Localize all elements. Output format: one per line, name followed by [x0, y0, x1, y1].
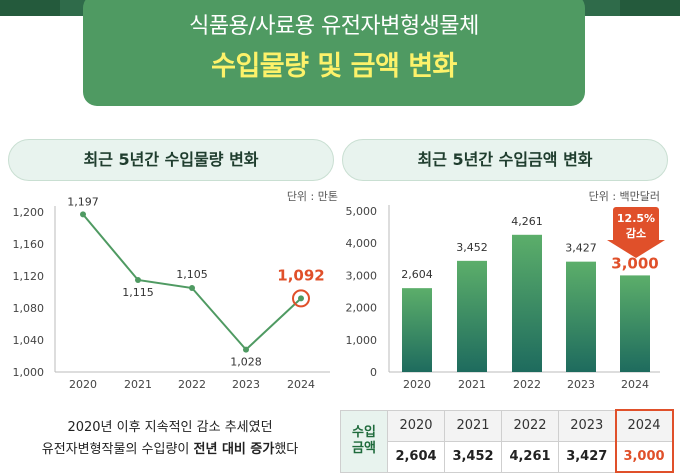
bar-x-tick-label: 2022: [513, 378, 541, 391]
line-y-tick-label: 1,120: [13, 270, 45, 283]
bar-data-label: 3,427: [565, 242, 597, 255]
line-series: [82, 213, 302, 352]
table-row-header: 수입 금액: [340, 409, 388, 473]
table-value-cell: 4,261: [501, 440, 559, 473]
line-chart: 1,000 1,040 1,080 1,120 1,160 1,200 2020 2021 20…: [13, 195, 330, 391]
bar-x-tick-label: 2024: [621, 378, 649, 391]
table-value-row: 2,604 3,452 4,261 3,427 3,000: [341, 440, 674, 473]
table-year-cell: 2021: [444, 409, 502, 442]
bar-x-tick-label: 2021: [458, 378, 486, 391]
bar-x-tick-label: 2023: [567, 378, 595, 391]
line-data-label: 1,197: [67, 195, 99, 208]
left-unit-label: 단위 : 만톤: [286, 190, 338, 203]
table-value-cell: 3,452: [444, 440, 502, 473]
table-year-cell: 2020: [387, 409, 445, 442]
right-unit-label: 단위 : 백만달러: [588, 190, 660, 203]
caption-line2-suffix: 했다: [274, 442, 299, 457]
bar-chart: 0 1,000 2,000 3,000 4,000 5,000 2,604 2020 3,452…: [346, 205, 660, 391]
bar-x-tick-label: 2020: [403, 378, 431, 391]
right-panel-title: 최근 5년간 수입금액 변화: [342, 139, 668, 181]
line-x-tick-label: 2020: [69, 378, 97, 391]
bar-y-tick-label: 2,000: [346, 302, 378, 315]
header-title-line2: 수입물량 및 금액 변화: [211, 51, 457, 82]
bar-data-label: 4,261: [511, 215, 543, 228]
top-band-shade-right: [620, 0, 680, 16]
line-x-tick-label: 2024: [287, 378, 315, 391]
table-value-cell: 3,427: [558, 440, 616, 473]
caption-line2: 유전자변형작물의 수입량이 전년 대비 증가했다: [0, 438, 340, 457]
table-value-cell: 2,604: [387, 440, 445, 473]
bar-data-label: 2,604: [401, 268, 433, 281]
line-point: [135, 277, 141, 283]
table-header-row: 수입 금액 2020 2021 2022 2023 2024: [340, 409, 674, 473]
line-y-tick-label: 1,040: [13, 334, 45, 347]
table-year-cell: 2023: [558, 409, 616, 442]
line-y-tick-label: 1,000: [13, 366, 45, 379]
decrease-callout: 12.5% 감소: [607, 207, 665, 258]
header-banner: 식품용/사료용 유전자변형생물체 수입물량 및 금액 변화: [83, 0, 585, 106]
line-point: [189, 285, 195, 291]
line-x-tick-label: 2022: [178, 378, 206, 391]
top-band-shade-left: [0, 0, 60, 16]
bar: [620, 275, 650, 372]
bar-y-tick-label: 1,000: [346, 334, 378, 347]
line-highlight-ring: [292, 289, 310, 308]
table-row-header-text: 수입 금액: [352, 425, 376, 456]
line-data-label: 1,115: [122, 286, 154, 299]
bar-data-label: 3,000: [611, 254, 658, 272]
bar: [512, 234, 542, 372]
bar-y-tick-label: 0: [370, 366, 377, 379]
line-y-tick-label: 1,080: [13, 302, 45, 315]
line-y-tick-label: 1,200: [13, 206, 45, 219]
line-data-label: 1,092: [277, 266, 324, 284]
bar-y-tick-label: 4,000: [346, 237, 378, 250]
callout-text-line2: 감소: [626, 226, 646, 240]
bar: [402, 288, 432, 372]
bar-data-label: 3,452: [456, 241, 488, 254]
caption-line2-prefix: 유전자변형작물의 수입량이: [41, 442, 194, 457]
line-point: [298, 295, 304, 302]
caption-line2-bold: 전년 대비 증가: [193, 442, 275, 457]
import-amount-table: 수입 금액 2020 2021 2022 2023 2024 2,604 3,45…: [340, 409, 674, 473]
callout-arrow: [607, 240, 665, 258]
header-title-line1: 식품용/사료용 유전자변형생물체: [189, 14, 479, 39]
line-data-label: 1,028: [230, 356, 262, 369]
caption-line1: 2020년 이후 지속적인 감소 추세였던: [67, 420, 273, 435]
bar-y-tick-label: 5,000: [346, 205, 378, 218]
line-y-tick-label: 1,160: [13, 238, 45, 251]
bar-y-tick-label: 3,000: [346, 269, 378, 282]
callout-text-line1: 12.5%: [617, 212, 655, 225]
callout-box: [613, 207, 659, 243]
line-x-tick-label: 2021: [124, 378, 152, 391]
bar: [457, 260, 487, 372]
bar: [566, 261, 596, 372]
line-point: [80, 211, 86, 218]
left-panel-title: 최근 5년간 수입물량 변화: [8, 139, 334, 181]
table-value-cell-highlight: 3,000: [614, 440, 674, 473]
table-year-cell: 2022: [501, 409, 559, 442]
line-x-tick-label: 2023: [232, 378, 260, 391]
line-point: [243, 346, 249, 353]
line-data-label: 1,105: [176, 268, 208, 281]
table-year-cell-highlight: 2024: [614, 409, 674, 442]
